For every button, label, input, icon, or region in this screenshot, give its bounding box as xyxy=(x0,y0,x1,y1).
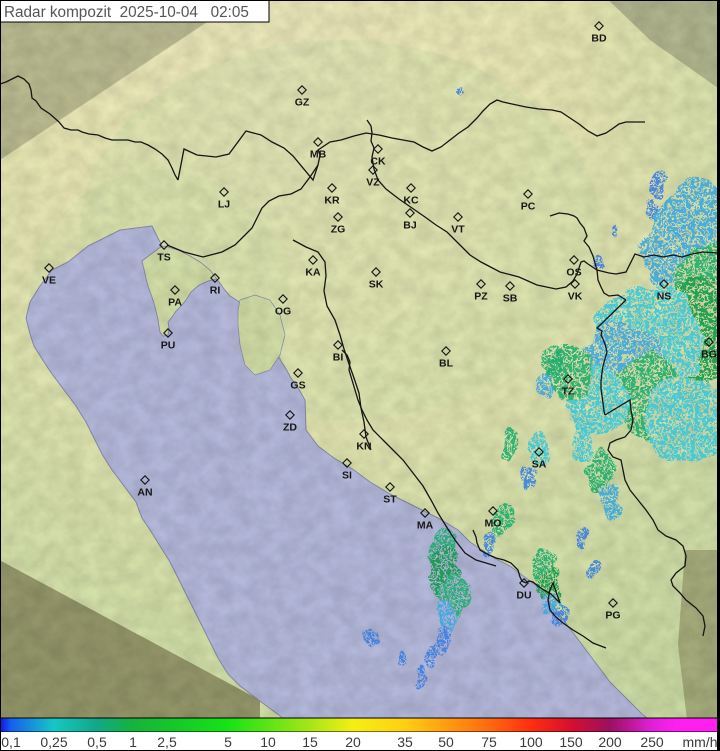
svg-text:2,5: 2,5 xyxy=(157,734,177,750)
svg-text:MB: MB xyxy=(310,149,327,161)
svg-text:PZ: PZ xyxy=(474,291,488,303)
svg-text:PU: PU xyxy=(161,340,176,352)
svg-text:OS: OS xyxy=(566,267,581,279)
svg-text:VZ: VZ xyxy=(366,177,380,189)
svg-text:GZ: GZ xyxy=(295,97,310,109)
svg-text:OG: OG xyxy=(275,306,291,318)
svg-text:10: 10 xyxy=(260,734,276,750)
svg-text:TS: TS xyxy=(157,252,170,264)
svg-text:0,5: 0,5 xyxy=(87,734,107,750)
svg-text:KA: KA xyxy=(305,267,321,279)
svg-text:DU: DU xyxy=(516,590,531,602)
svg-text:NS: NS xyxy=(657,291,672,303)
svg-text:200: 200 xyxy=(598,734,622,750)
svg-text:ZG: ZG xyxy=(331,224,346,236)
svg-text:RI: RI xyxy=(210,285,221,297)
svg-text:Radar kompozit 2025-10-04 0: Radar kompozit 2025-10-04 02:05 xyxy=(4,4,249,21)
svg-text:PA: PA xyxy=(168,297,182,309)
svg-text:0,25: 0,25 xyxy=(40,734,67,750)
svg-text:50: 50 xyxy=(438,734,454,750)
svg-text:100: 100 xyxy=(519,734,543,750)
svg-text:SI: SI xyxy=(342,470,352,482)
svg-text:mm/h: mm/h xyxy=(683,734,718,750)
svg-text:ZD: ZD xyxy=(283,422,297,434)
svg-text:SA: SA xyxy=(532,459,547,471)
svg-text:150: 150 xyxy=(559,734,583,750)
svg-text:MO: MO xyxy=(485,518,502,530)
svg-text:PG: PG xyxy=(605,610,620,622)
svg-text:BD: BD xyxy=(591,33,607,45)
svg-text:250: 250 xyxy=(640,734,664,750)
svg-text:5: 5 xyxy=(224,734,232,750)
svg-text:SK: SK xyxy=(369,279,384,291)
svg-text:KC: KC xyxy=(403,195,419,207)
svg-text:35: 35 xyxy=(397,734,413,750)
svg-text:PC: PC xyxy=(521,201,536,213)
svg-text:TZ: TZ xyxy=(562,386,575,398)
svg-text:15: 15 xyxy=(302,734,318,750)
svg-text:KN: KN xyxy=(356,441,371,453)
svg-text:VE: VE xyxy=(42,275,56,287)
svg-text:LJ: LJ xyxy=(218,199,230,211)
svg-text:BL: BL xyxy=(439,358,454,370)
svg-text:1: 1 xyxy=(129,734,137,750)
svg-text:SB: SB xyxy=(503,293,518,305)
svg-text:AN: AN xyxy=(137,487,152,499)
svg-text:VT: VT xyxy=(451,224,465,236)
svg-text:75: 75 xyxy=(481,734,497,750)
svg-text:BG: BG xyxy=(701,349,717,361)
svg-text:ST: ST xyxy=(383,494,397,506)
svg-text:GS: GS xyxy=(290,380,305,392)
svg-text:0,1: 0,1 xyxy=(1,734,21,750)
svg-text:MA: MA xyxy=(417,520,434,532)
svg-text:KR: KR xyxy=(324,195,340,207)
svg-text:BI: BI xyxy=(333,352,344,364)
svg-text:BJ: BJ xyxy=(403,220,417,232)
svg-text:VK: VK xyxy=(568,291,583,303)
svg-text:20: 20 xyxy=(345,734,361,750)
